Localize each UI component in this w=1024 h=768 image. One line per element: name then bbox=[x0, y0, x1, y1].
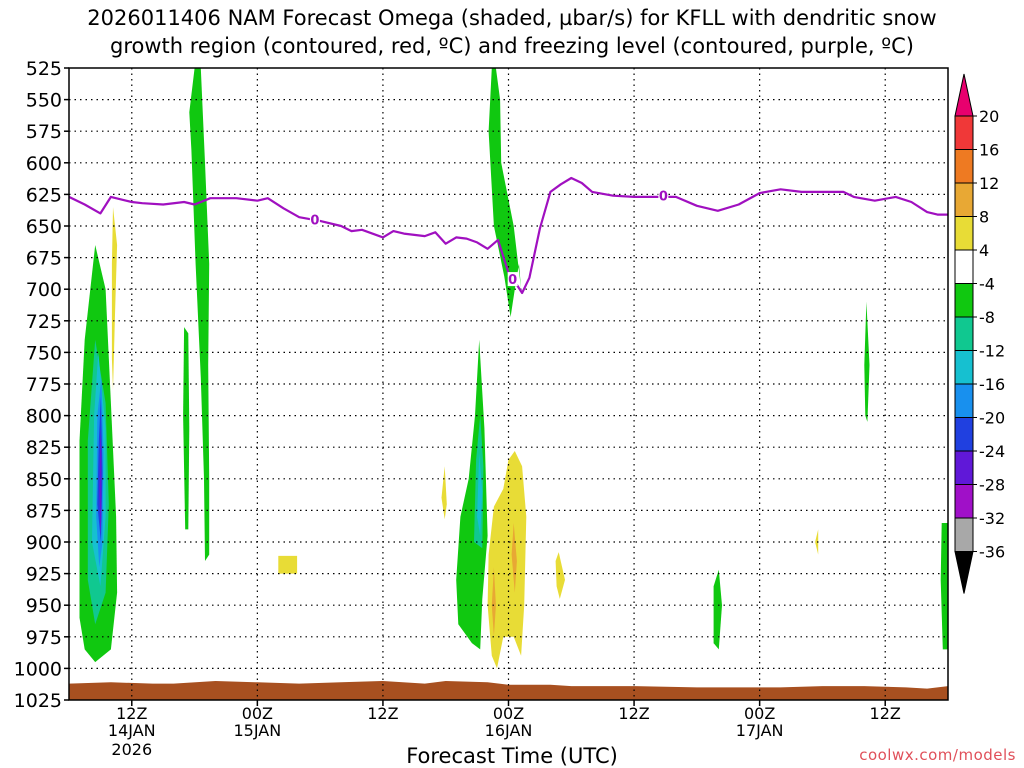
colorbar-label: -4 bbox=[979, 275, 995, 294]
y-tick-label-1025: 1025 bbox=[14, 690, 62, 712]
omega-region-17 bbox=[488, 68, 522, 317]
contour-label-2: 0 bbox=[659, 190, 668, 205]
colorbar-label: -36 bbox=[979, 543, 1005, 562]
x-tick-label-time: 00Z bbox=[242, 704, 273, 723]
colorbar-bin-4 bbox=[954, 216, 974, 251]
omega-region-22 bbox=[940, 523, 948, 650]
omega-region-11 bbox=[456, 339, 488, 650]
x-tick-label-time: 00Z bbox=[744, 704, 775, 723]
y-tick-label-625: 625 bbox=[26, 184, 62, 206]
contour-label-bg-2 bbox=[658, 188, 669, 203]
y-tick-label-600: 600 bbox=[26, 153, 62, 175]
y-tick-label-700: 700 bbox=[26, 279, 62, 301]
contour-label-bg-1 bbox=[507, 272, 518, 287]
x-tick-label-year: 2026 bbox=[111, 740, 152, 759]
source-credit: coolwx.com/models bbox=[859, 746, 1016, 764]
colorbar-bin-9 bbox=[954, 383, 974, 418]
omega-region-8 bbox=[183, 327, 190, 530]
omega-region-13 bbox=[477, 453, 483, 536]
x-tick-label-date: 16JAN bbox=[485, 721, 533, 740]
colorbar-label: 4 bbox=[979, 241, 989, 260]
x-tick-label-date: 17JAN bbox=[736, 721, 784, 740]
x-tick-label-time: 12Z bbox=[870, 704, 901, 723]
colorbar-label: -20 bbox=[979, 409, 1005, 428]
y-tick-label-550: 550 bbox=[26, 90, 62, 112]
colorbar-top-arrow bbox=[954, 73, 974, 117]
y-tick-label-975: 975 bbox=[26, 627, 62, 649]
y-tick-label-750: 750 bbox=[26, 342, 62, 364]
colorbar-bin-13 bbox=[954, 517, 974, 552]
contour-label-0: 0 bbox=[310, 214, 319, 229]
colorbar-label: -32 bbox=[979, 509, 1005, 528]
omega-region-19 bbox=[713, 569, 722, 650]
y-tick-label-850: 850 bbox=[26, 469, 62, 491]
x-tick-label-time: 12Z bbox=[618, 704, 649, 723]
colorbar-bin-3 bbox=[954, 182, 974, 217]
y-tick-label-575: 575 bbox=[26, 121, 62, 143]
colorbar-bin-2 bbox=[954, 149, 974, 184]
colorbar: 20 16 12 8 4 -4 -8 -12 -16 -20 -24 -28 -32 -36 bbox=[954, 73, 1005, 594]
colorbar-label: -28 bbox=[979, 476, 1005, 495]
omega-region-14 bbox=[487, 451, 527, 669]
colorbar-bin-6 bbox=[954, 283, 974, 318]
y-tick-label-925: 925 bbox=[26, 564, 62, 586]
x-tick-label-time: 12Z bbox=[116, 704, 147, 723]
colorbar-bin-5 bbox=[954, 249, 974, 284]
y-tick-label-825: 825 bbox=[26, 437, 62, 459]
colorbar-label: -16 bbox=[979, 375, 1005, 394]
omega-region-7 bbox=[189, 68, 210, 561]
contour-label-1: 0 bbox=[508, 273, 517, 288]
contour-label-bg-0 bbox=[309, 212, 320, 227]
colorbar-bin-10 bbox=[954, 417, 974, 452]
omega-region-5 bbox=[99, 428, 102, 536]
colorbar-bin-8 bbox=[954, 350, 974, 385]
x-tick-label-time: 12Z bbox=[367, 704, 398, 723]
omega-shading bbox=[79, 68, 948, 669]
x-tick-label-time: 00Z bbox=[493, 704, 524, 723]
omega-region-20 bbox=[815, 529, 819, 555]
omega-region-21 bbox=[864, 301, 870, 422]
chart-title-line2: growth region (contoured, red, ºC) and f… bbox=[110, 34, 914, 58]
x-tick-label-date: 14JAN bbox=[108, 721, 156, 740]
y-tick-label-725: 725 bbox=[26, 311, 62, 333]
gridlines bbox=[69, 68, 948, 700]
omega-region-15 bbox=[491, 567, 496, 637]
y-axis-ticks: 525 550 575 600 625 650 675 700 725 750 775 800 825 8… bbox=[14, 58, 69, 712]
omega-region-6 bbox=[111, 207, 118, 391]
colorbar-label: 20 bbox=[979, 107, 999, 126]
y-tick-label-775: 775 bbox=[26, 374, 62, 396]
colorbar-label: 8 bbox=[979, 208, 989, 227]
colorbar-bin-7 bbox=[954, 316, 974, 351]
freezing-level-contour: 0 0 0 bbox=[69, 176, 948, 295]
omega-region-10 bbox=[441, 466, 447, 520]
x-axis-label: Forecast Time (UTC) bbox=[406, 744, 618, 768]
y-tick-label-800: 800 bbox=[26, 406, 62, 428]
y-tick-label-1000: 1000 bbox=[14, 658, 62, 680]
y-tick-label-950: 950 bbox=[26, 595, 62, 617]
colorbar-label: -12 bbox=[979, 342, 1005, 361]
freezing-level-line bbox=[69, 176, 948, 295]
y-tick-label-875: 875 bbox=[26, 500, 62, 522]
y-tick-label-525: 525 bbox=[26, 58, 62, 80]
chart-title-line1: 2026011406 NAM Forecast Omega (shaded, µ… bbox=[87, 6, 937, 30]
omega-region-9 bbox=[278, 555, 298, 574]
colorbar-bin-1 bbox=[954, 115, 974, 150]
colorbar-label: 16 bbox=[979, 141, 999, 160]
y-tick-label-900: 900 bbox=[26, 532, 62, 554]
colorbar-label: -24 bbox=[979, 442, 1005, 461]
omega-region-16 bbox=[511, 523, 517, 593]
x-tick-label-date: 15JAN bbox=[233, 721, 281, 740]
colorbar-label: 12 bbox=[979, 174, 999, 193]
colorbar-bin-12 bbox=[954, 484, 974, 519]
colorbar-bin-11 bbox=[954, 450, 974, 485]
colorbar-label: -8 bbox=[979, 308, 995, 327]
y-tick-label-675: 675 bbox=[26, 248, 62, 270]
colorbar-bottom-arrow bbox=[954, 551, 974, 594]
omega-region-18 bbox=[555, 552, 565, 599]
y-tick-label-650: 650 bbox=[26, 216, 62, 238]
